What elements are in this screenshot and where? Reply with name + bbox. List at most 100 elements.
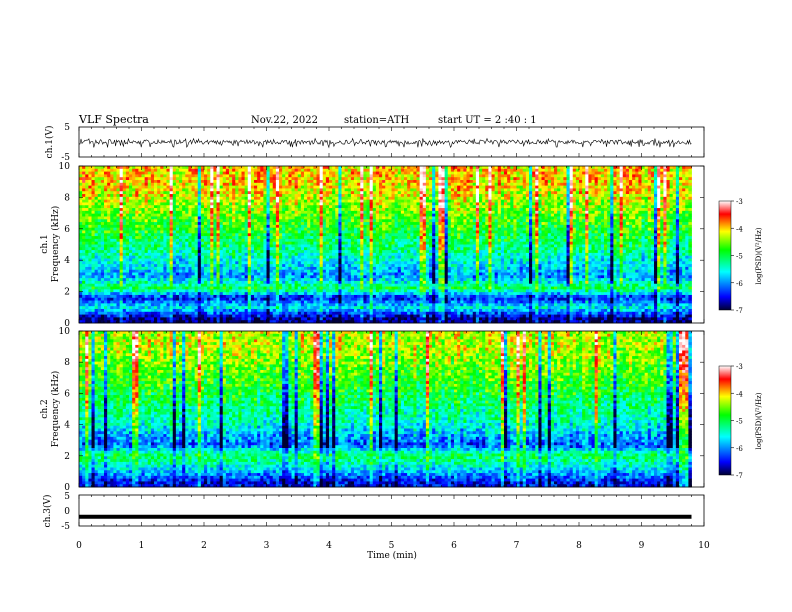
spectrogram-cell [138,208,142,211]
spectrogram-cell [423,180,427,183]
spectrogram-cell [385,219,389,222]
spectrogram-cell [476,197,480,200]
spectrogram-cell [260,233,264,236]
spectrogram-cell [682,172,686,175]
spectrogram-cell [404,211,408,214]
spectrogram-cell [670,208,674,211]
spectrogram-cell [232,211,236,214]
spectrogram-cell [248,172,252,175]
spectrogram-cell [660,186,664,189]
spectrogram-cell [195,166,199,169]
spectrogram-cell [417,177,421,180]
spectrogram-cell [598,183,602,186]
spectrogram-cell [148,186,152,189]
spectrogram-cell [104,202,108,205]
spectrogram-cell [620,194,624,197]
spectrogram-cell [642,191,646,194]
spectrogram-cell [557,186,561,189]
spectrogram-cell [545,186,549,189]
spectrogram-cell [560,186,564,189]
spectrogram-cell [532,202,536,205]
spectrogram-cell [98,211,102,214]
spectrogram-cell [404,186,408,189]
spectrogram-cell [651,186,655,189]
spectrogram-cell [451,194,455,197]
spectrogram-cell [495,191,499,194]
spectrogram-cell [645,228,649,231]
spectrogram-cell [304,200,308,203]
spectrogram-cell [351,216,355,219]
spectrogram-cell [163,225,167,228]
spectrogram-cell [507,202,511,205]
spectrogram-cell [273,194,277,197]
spectrogram-cell [126,219,130,222]
spectrogram-cell [535,174,539,177]
spectrogram-cell [404,174,408,177]
spectrogram-cell [445,214,449,217]
spectrogram-cell [470,202,474,205]
spectrogram-cell [373,228,377,231]
spectrogram-cell [501,169,505,172]
spectrogram-cell [682,205,686,208]
spectrogram-cell [579,233,583,236]
spectrogram-cell [667,183,671,186]
spectrogram-cell [470,208,474,211]
spectrogram-cell [492,216,496,219]
spectrogram-cell [651,200,655,203]
spectrogram-cell [623,183,627,186]
spectrogram-cell [563,197,567,200]
spectrogram-cell [251,194,255,197]
spectrogram-cell [688,222,692,225]
spectrogram-cell [432,169,436,172]
spectrogram-cell [498,202,502,205]
spectrogram-cell [498,197,502,200]
spectrogram-cell [429,222,433,225]
spectrogram-cell [329,180,333,183]
spectrogram-cell [198,214,202,217]
spectrogram-cell [323,214,327,217]
spectrogram-cell [120,216,124,219]
spectrogram-cell [392,180,396,183]
spectrogram-cell [145,186,149,189]
spectrogram-cell [310,188,314,191]
spectrogram-cell [485,177,489,180]
spectrogram-cell [270,191,274,194]
spectrogram-cell [320,225,324,228]
spectrogram-cell [438,188,442,191]
spectrogram-cell [235,188,239,191]
spectrogram-cell [585,228,589,231]
date-label: Nov.22, 2022 [251,115,318,126]
spectrogram-cell [435,211,439,214]
spectrogram-cell [201,188,205,191]
spectrogram-cell [357,174,361,177]
spectrogram-cell [398,172,402,175]
spectrogram-cell [223,211,227,214]
spectrogram-cell [435,219,439,222]
spectrogram-cell [598,211,602,214]
spectrogram-cell [495,225,499,228]
spectrogram-cell [420,225,424,228]
spectrogram-cell [213,228,217,231]
spectrogram-cell [585,208,589,211]
spectrogram-cell [179,205,183,208]
spectrogram-cell [192,169,196,172]
spectrogram-cell [195,191,199,194]
spectrogram-cell [123,205,127,208]
spectrogram-cell [360,219,364,222]
start-time-label: start UT = 2 :40 : 1 [438,115,537,126]
spectrogram-cell [642,225,646,228]
spectrogram-cell [648,205,652,208]
spectrogram-cell [370,216,374,219]
spectrogram-cell [613,180,617,183]
spectrogram-cell [685,186,689,189]
spectrogram-cell [126,169,130,172]
spectrogram-cell [573,228,577,231]
spectrogram-cell [576,208,580,211]
spectrogram-cell [151,177,155,180]
spectrogram-cell [367,219,371,222]
spectrogram-cell [342,194,346,197]
spectrogram-cell [292,197,296,200]
spectrogram-cell [110,208,114,211]
spectrogram-cell [532,186,536,189]
spectrogram-cell [588,214,592,217]
